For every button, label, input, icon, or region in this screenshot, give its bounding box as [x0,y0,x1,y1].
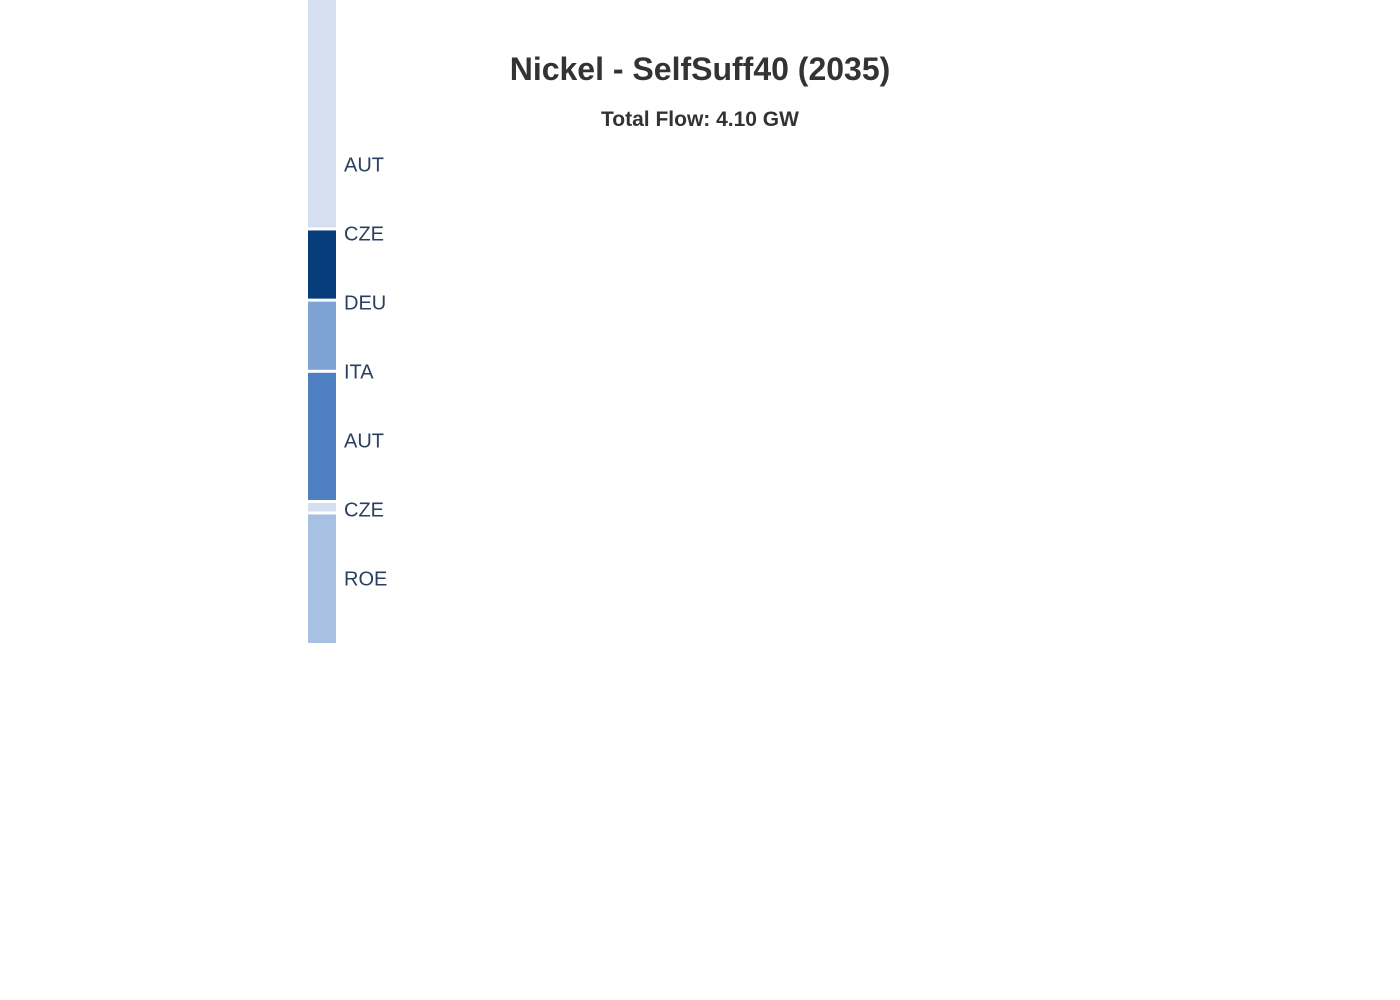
sankey-node-aut-0[interactable] [308,0,336,228]
sankey-node-aut-4[interactable] [308,503,336,512]
sankey-node-label-cze-1: CZE [344,223,384,245]
sankey-node-label-ita-3: ITA [344,361,374,383]
sankey-node-label-deu-2: DEU [344,292,386,314]
chart-subtitle: Total Flow: 4.10 GW [601,108,799,131]
chart-title: Nickel - SelfSuff40 (2035) [509,51,891,87]
sankey-node-label-roe-6: ROE [344,568,387,590]
sankey-nodes [308,0,336,643]
sankey-node-deu-2[interactable] [308,301,336,370]
sankey-node-label-aut-0: AUT [344,154,384,176]
sankey-node-cze-1[interactable] [308,230,336,299]
sankey-node-ita-3[interactable] [308,372,336,501]
sankey-node-labels: AUT CZE DEU ITA AUT CZE ROE [344,154,387,590]
sankey-node-label-cze-5: CZE [344,499,384,521]
sankey-node-cze-5[interactable] [308,514,336,643]
sankey-node-label-aut-4: AUT [344,430,384,452]
